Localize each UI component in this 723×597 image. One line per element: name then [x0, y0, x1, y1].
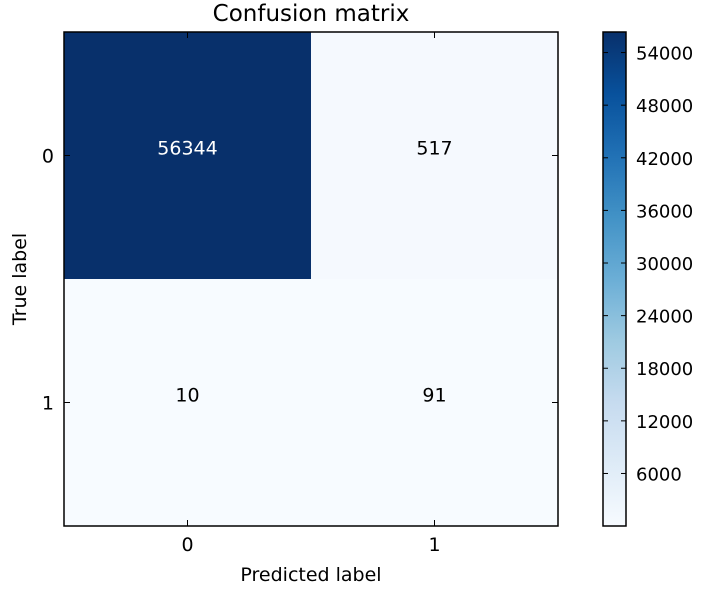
axis-ticks: 0 101	[42, 32, 558, 556]
colorbar-tick-label-7: 48000	[636, 96, 693, 117]
cell-value-1-0: 10	[175, 385, 199, 407]
plot-frame	[63, 31, 559, 527]
colorbar-tick-label-5: 36000	[636, 201, 693, 222]
colorbar-tick-label-4: 30000	[636, 254, 693, 275]
chart-title: Confusion matrix	[213, 1, 410, 27]
y-tick-label-0: 0	[42, 146, 54, 168]
matrix-cell-1-0	[64, 279, 311, 526]
colorbar-tick-label-2: 18000	[636, 359, 693, 380]
colorbar-tick-label-1: 12000	[636, 412, 693, 433]
matrix-cell-0-1	[311, 32, 558, 279]
x-axis-label: Predicted label	[240, 564, 381, 586]
matrix-cells: 56344 517 10 91	[64, 32, 558, 526]
cell-value-1-1: 91	[422, 385, 446, 407]
colorbar-tick-label-0: 6000	[636, 464, 682, 485]
colorbar-tick-label-6: 42000	[636, 149, 693, 170]
matrix-cell-1-1	[311, 279, 558, 526]
cell-value-0-0: 56344	[157, 138, 217, 160]
colorbar-tick-label-8: 54000	[636, 44, 693, 65]
colorbar-tick-label-3: 24000	[636, 307, 693, 328]
y-axis-label: True label	[9, 233, 31, 326]
x-tick-label-0: 0	[181, 534, 193, 556]
cell-value-0-1: 517	[416, 138, 452, 160]
matrix-cell-0-0	[64, 32, 311, 279]
colorbar-ticks: 6000 12000 18000 24000 30000 36000 42000 48000 5…	[603, 44, 693, 485]
x-tick-label-1: 1	[428, 534, 440, 556]
colorbar	[602, 31, 627, 527]
y-tick-label-1: 1	[42, 393, 54, 415]
